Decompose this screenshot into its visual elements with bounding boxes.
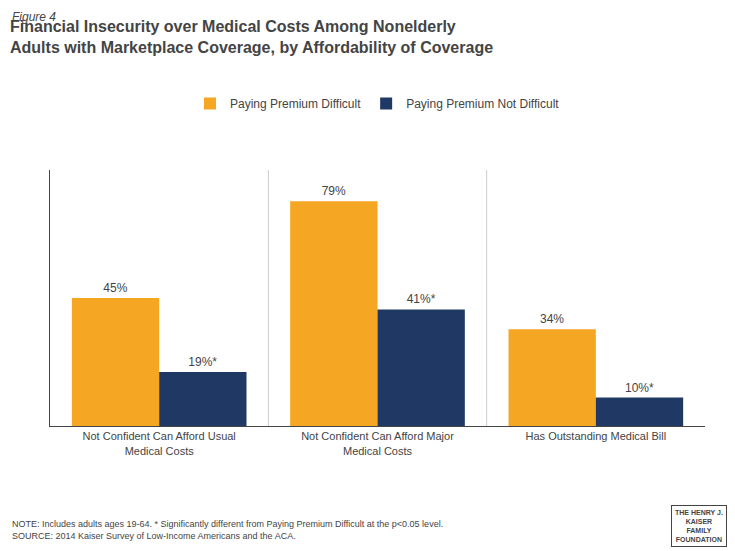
svg-text:Financial Insecurity over Medi: Financial Insecurity over Medical Costs … xyxy=(10,18,493,56)
svg-text:Paying Premium Difficult: Paying Premium Difficult xyxy=(230,97,361,111)
svg-text:41%*: 41%* xyxy=(407,292,436,306)
svg-text:45%: 45% xyxy=(103,281,127,295)
svg-text:Not Confident Can Afford Usual: Not Confident Can Afford UsualMedical Co… xyxy=(83,430,236,456)
svg-text:Figure 4: Figure 4 xyxy=(12,10,56,24)
svg-text:Not Confident Can Afford Major: Not Confident Can Afford MajorMedical Co… xyxy=(301,430,454,456)
svg-text:Has Outstanding Medical Bill: Has Outstanding Medical Bill xyxy=(526,430,667,442)
svg-text:79%: 79% xyxy=(322,184,346,198)
svg-text:34%: 34% xyxy=(540,312,564,326)
svg-text:10%*: 10%* xyxy=(625,381,654,395)
svg-text:NOTE: Includes adults ages 19-: NOTE: Includes adults ages 19-64. * Sign… xyxy=(12,519,443,541)
svg-text:19%*: 19%* xyxy=(188,355,217,369)
svg-text:Paying Premium Not Difficult: Paying Premium Not Difficult xyxy=(406,97,559,111)
svg-text:THE HENRY J.KAISERFAMILYFOUNDA: THE HENRY J.KAISERFAMILYFOUNDATION xyxy=(675,509,723,543)
